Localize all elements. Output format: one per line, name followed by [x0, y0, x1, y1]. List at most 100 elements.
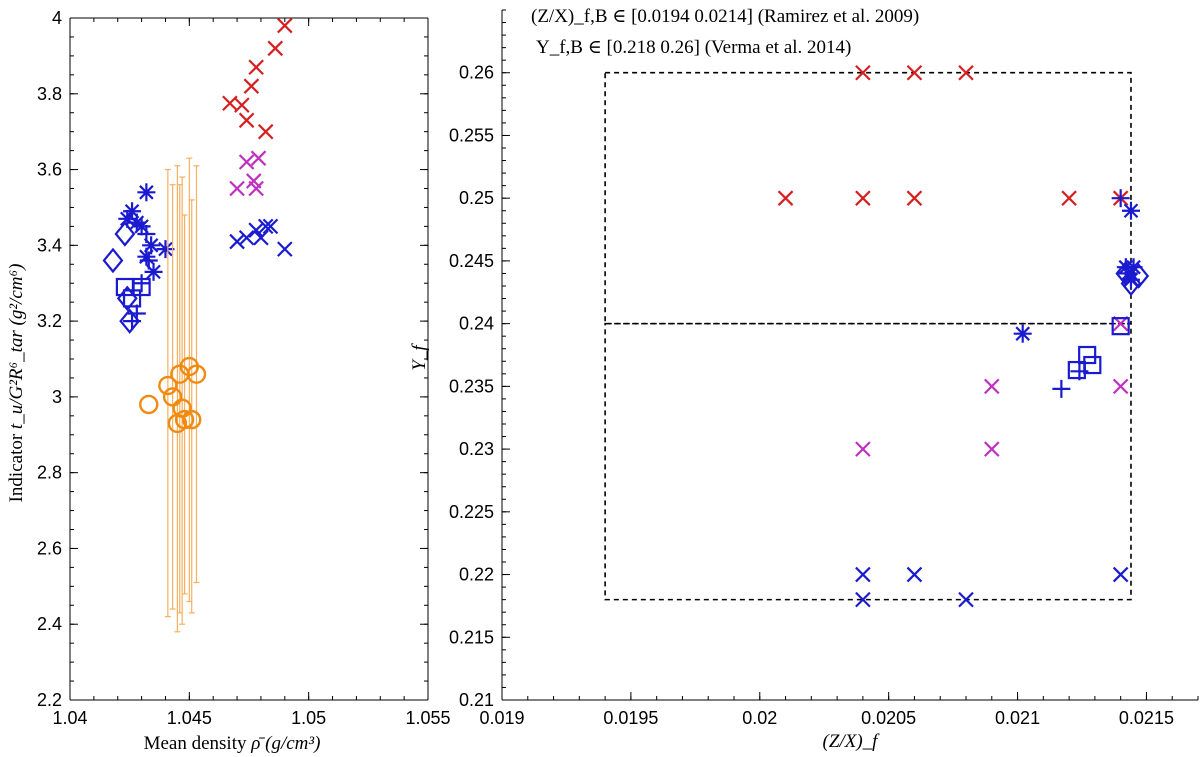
series-magenta-x [855, 315, 1129, 457]
data-point-diamond [114, 221, 136, 247]
y-tick-label: 3.8 [37, 84, 62, 104]
data-point-x [250, 150, 267, 166]
x-tick-label: 0.0195 [603, 708, 658, 728]
series-orange-circle [139, 157, 207, 633]
x-tick-label: 1.045 [167, 708, 212, 728]
series-magenta-x [229, 150, 267, 197]
y-tick-label: 4 [52, 8, 62, 28]
data-point-x [906, 64, 923, 81]
y-tick-label: 0.255 [449, 125, 494, 145]
y-tick-label: 2.6 [37, 538, 62, 558]
y-tick-label: 3.4 [37, 235, 62, 255]
data-point-star [142, 236, 161, 255]
data-point-plus [132, 274, 151, 293]
data-point-plus [1052, 379, 1071, 398]
data-point-circle [172, 398, 192, 418]
data-point-x [983, 378, 1000, 395]
series-blue-x [855, 566, 1129, 608]
data-point-x [1061, 190, 1077, 206]
data-point-circle [158, 375, 178, 396]
data-point-x [234, 97, 250, 113]
y-tick-label: 0.26 [459, 63, 494, 83]
x-tick-label: 0.0205 [861, 708, 916, 728]
data-point-circle [174, 409, 195, 430]
data-point-star [156, 240, 175, 259]
data-point-square [1078, 345, 1097, 365]
series-blue-square [1067, 317, 1130, 380]
left-y-axis-title: Indicator t_u/G²R⁶_tar (g²/cm⁶) [6, 264, 27, 503]
data-point-x [248, 222, 264, 238]
bound-box [604, 322, 1132, 601]
x-tick-label: 0.019 [479, 708, 524, 728]
data-point-x [277, 17, 293, 34]
data-point-x [855, 441, 871, 457]
data-point-x [855, 64, 871, 81]
x-tick-label: 1.04 [52, 708, 87, 728]
y-tick-label: 0.21 [459, 690, 494, 710]
annotation-metallicity-range: (Z/X)_f,B ∈ [0.0194 0.0214] (Ramirez et … [531, 6, 919, 27]
left-scatter-panel: 1.04 1.045 1.05 1.055 2.2 2.4 2.6 2.8 3 3.2 3.4 3.6… [37, 8, 451, 728]
bound-box [604, 71, 1132, 325]
data-point-x [855, 566, 871, 583]
series-blue-diamond [1115, 260, 1150, 297]
data-point-x [229, 233, 245, 250]
error-bar [193, 165, 200, 584]
error-bar [169, 184, 176, 610]
x-tick-label: 1.055 [405, 708, 450, 728]
data-point-square [1083, 355, 1102, 375]
y-tick-label: 0.25 [459, 188, 494, 208]
y-tick-label: 3.2 [37, 311, 62, 331]
data-point-x [958, 591, 974, 608]
series-blue-diamond [102, 221, 141, 334]
y-tick-label: 0.22 [459, 565, 494, 585]
data-point-x [248, 180, 264, 197]
data-point-plus [137, 224, 156, 243]
x-tick-label: 0.021 [995, 708, 1040, 728]
data-point-x [238, 229, 255, 246]
data-point-square [132, 277, 151, 297]
right-scatter-panel: 0.019 0.0195 0.02 0.0205 0.021 0.0215 0.21 0.21… [449, 9, 1199, 728]
error-bar [188, 199, 195, 614]
data-point-square [122, 289, 142, 308]
data-point-diamond [1128, 263, 1150, 289]
x-tick-label: 1.05 [291, 708, 326, 728]
y-tick-label: 0.245 [449, 251, 494, 271]
series-blue-plus [1052, 189, 1135, 398]
y-tick-label: 0.215 [449, 627, 494, 647]
data-point-star [1013, 324, 1032, 343]
right-x-axis-title: (Z/X)_f [823, 731, 881, 752]
data-point-star [132, 217, 151, 236]
y-tick-label: 3 [52, 387, 62, 407]
error-bar [174, 165, 181, 633]
data-point-plus [1111, 189, 1130, 208]
y-tick-label: 3.6 [37, 160, 62, 180]
data-point-x [777, 190, 794, 206]
series-red-x [777, 64, 1129, 206]
data-point-x [958, 64, 974, 81]
data-point-star [1121, 201, 1140, 220]
y-tick-label: 2.8 [37, 463, 62, 483]
data-point-diamond [1120, 270, 1142, 297]
data-point-diamond [1115, 260, 1137, 287]
data-point-x [906, 566, 923, 583]
data-point-x [262, 218, 279, 235]
data-point-circle [186, 364, 207, 384]
data-point-square [1067, 360, 1086, 380]
left-x-axis-title: Mean density ρ̄ (g/cm³) [144, 733, 321, 754]
data-point-x [855, 591, 871, 608]
x-tick-label: 0.0215 [1119, 708, 1174, 728]
data-point-star [137, 183, 156, 202]
series-red-x [222, 17, 293, 140]
data-point-x [1112, 566, 1129, 583]
y-tick-label: 0.225 [449, 502, 494, 522]
series-blue-star [118, 183, 175, 281]
y-tick-label: 2.2 [37, 690, 62, 710]
data-point-x [983, 441, 1000, 457]
data-point-x [906, 190, 923, 206]
data-point-x [248, 59, 264, 76]
y-tick-label: 0.235 [449, 376, 494, 396]
y-tick-label: 0.23 [459, 439, 494, 459]
data-point-x [1112, 378, 1129, 395]
data-point-x [229, 180, 245, 197]
